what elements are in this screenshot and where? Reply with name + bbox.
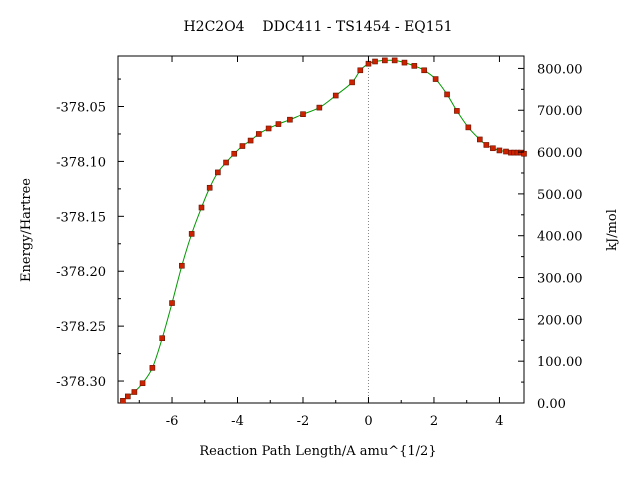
data-point (255, 131, 262, 137)
x-tick-label: -4 (231, 414, 244, 429)
data-point (421, 67, 427, 74)
data-point (411, 63, 418, 69)
y-tick-label: -378.05 (56, 101, 106, 116)
data-point (391, 57, 398, 64)
y-tick-label: -378.10 (56, 155, 106, 170)
plot-frame (117, 55, 525, 404)
chart-title: H2C2O4 DDC411 - TS1454 - EQ151 (183, 19, 452, 35)
y2-tick-label: 0.00 (537, 397, 566, 412)
y2-axis-label: kJ/mol (605, 209, 620, 251)
data-point (125, 393, 131, 400)
data-point (223, 159, 229, 166)
data-point (476, 136, 483, 143)
data-point (483, 142, 490, 148)
data-point (287, 116, 293, 123)
data-point (169, 300, 175, 306)
data-point (159, 335, 165, 342)
data-point (496, 147, 503, 154)
data-point (521, 150, 527, 157)
data-point (357, 67, 364, 74)
x-tick-label: 4 (495, 414, 503, 429)
data-point (372, 58, 378, 65)
y2-tick-label: 400.00 (537, 230, 583, 245)
y2-tick-label: 700.00 (537, 104, 583, 119)
data-point (206, 184, 213, 191)
data-point (139, 380, 146, 387)
y2-tick-label: 200.00 (537, 313, 583, 328)
data-point (401, 59, 408, 66)
y-tick-label: -378.25 (56, 320, 106, 335)
y-tick-label: -378.30 (56, 375, 106, 390)
x-tick-label: -6 (166, 414, 179, 429)
x-tick-label: 2 (430, 414, 438, 429)
y-axis-label: Energy/Hartree (19, 178, 34, 282)
x-tick-label: 0 (364, 414, 372, 429)
data-point (120, 397, 126, 404)
data-point (503, 148, 509, 155)
data-point (349, 79, 355, 86)
data-point (316, 104, 323, 111)
data-point (215, 169, 221, 176)
x-tick-label: -2 (297, 414, 310, 429)
data-point (198, 204, 205, 211)
data-point (454, 108, 460, 114)
data-point (444, 91, 450, 98)
data-point (131, 389, 138, 395)
data-point (265, 125, 272, 132)
data-point (300, 111, 306, 117)
y2-tick-label: 800.00 (537, 62, 583, 77)
data-point (247, 137, 254, 144)
energy-curve (122, 59, 525, 402)
y2-tick-label: 300.00 (537, 272, 583, 287)
data-point (239, 143, 246, 149)
data-point (382, 57, 388, 64)
data-point (149, 365, 156, 371)
y2-tick-label: 500.00 (537, 188, 583, 203)
data-point (188, 231, 195, 237)
data-point (275, 121, 282, 127)
y-tick-label: -378.20 (56, 265, 106, 280)
y2-tick-label: 600.00 (537, 146, 583, 161)
x-axis-label: Reaction Path Length/A amu^{1/2} (199, 444, 436, 459)
data-point (231, 150, 238, 157)
data-point (332, 92, 339, 99)
data-point (179, 262, 185, 269)
data-point (432, 76, 439, 82)
y-tick-label: -378.15 (56, 210, 106, 225)
data-point (465, 124, 472, 131)
data-point (490, 145, 496, 152)
y2-tick-label: 100.00 (537, 355, 583, 370)
